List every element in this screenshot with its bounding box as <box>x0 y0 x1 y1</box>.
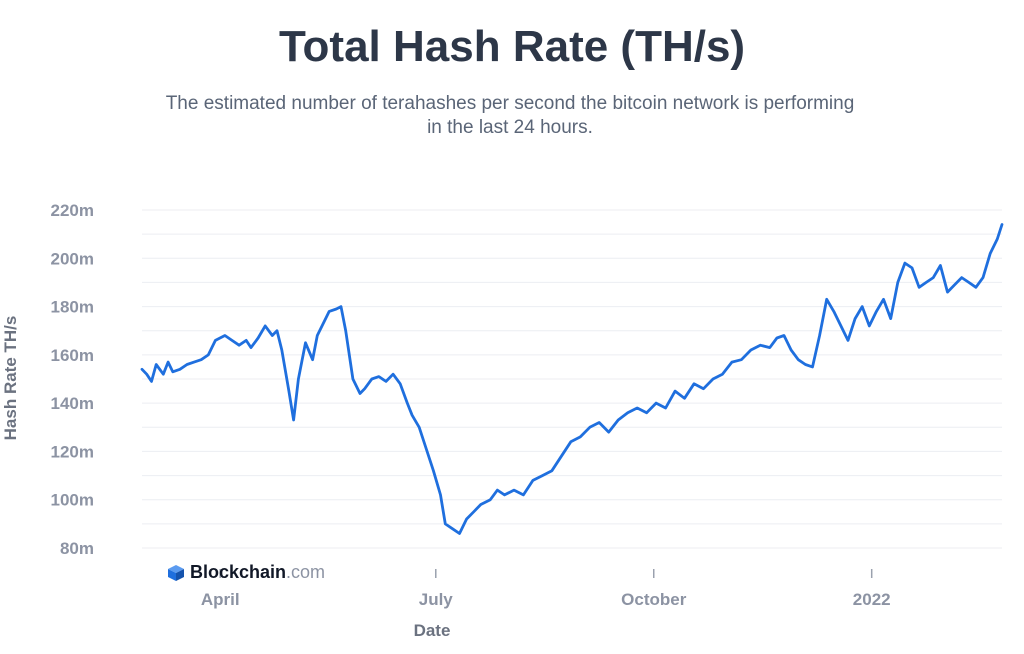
logo-text-domain: .com <box>286 562 326 582</box>
y-tick-label: 180m <box>51 298 94 317</box>
x-axis-ticks: April July October 2022 <box>201 569 891 609</box>
y-tick-label: 100m <box>51 491 94 510</box>
y-tick-label: 140m <box>51 394 94 413</box>
chart-title: Total Hash Rate (TH/s) <box>278 22 746 71</box>
blockchain-cube-icon <box>168 564 184 581</box>
y-tick-label: 220m <box>51 201 94 220</box>
y-tick-label: 160m <box>51 346 94 365</box>
x-tick-label: April <box>201 590 240 609</box>
blockchain-logo: Blockchain .com <box>166 562 325 583</box>
y-tick-label: 80m <box>60 539 94 558</box>
x-tick-label: July <box>419 590 454 609</box>
x-axis-title: Date <box>414 621 451 640</box>
y-tick-label: 120m <box>51 442 94 461</box>
x-tick-label: 2022 <box>853 590 891 609</box>
y-axis-title: Hash Rate TH/s <box>1 316 20 441</box>
y-tick-label: 200m <box>51 249 94 268</box>
logo-text: Blockchain <box>190 562 287 582</box>
grid-lines <box>142 209 1002 549</box>
x-tick-label: October <box>621 590 687 609</box>
y-axis-ticks: 80m 100m 120m 140m 160m 180m 200m 220m <box>51 201 94 558</box>
series-line <box>140 223 1004 535</box>
chart-subtitle: The estimated number of terahashes per s… <box>165 93 855 138</box>
